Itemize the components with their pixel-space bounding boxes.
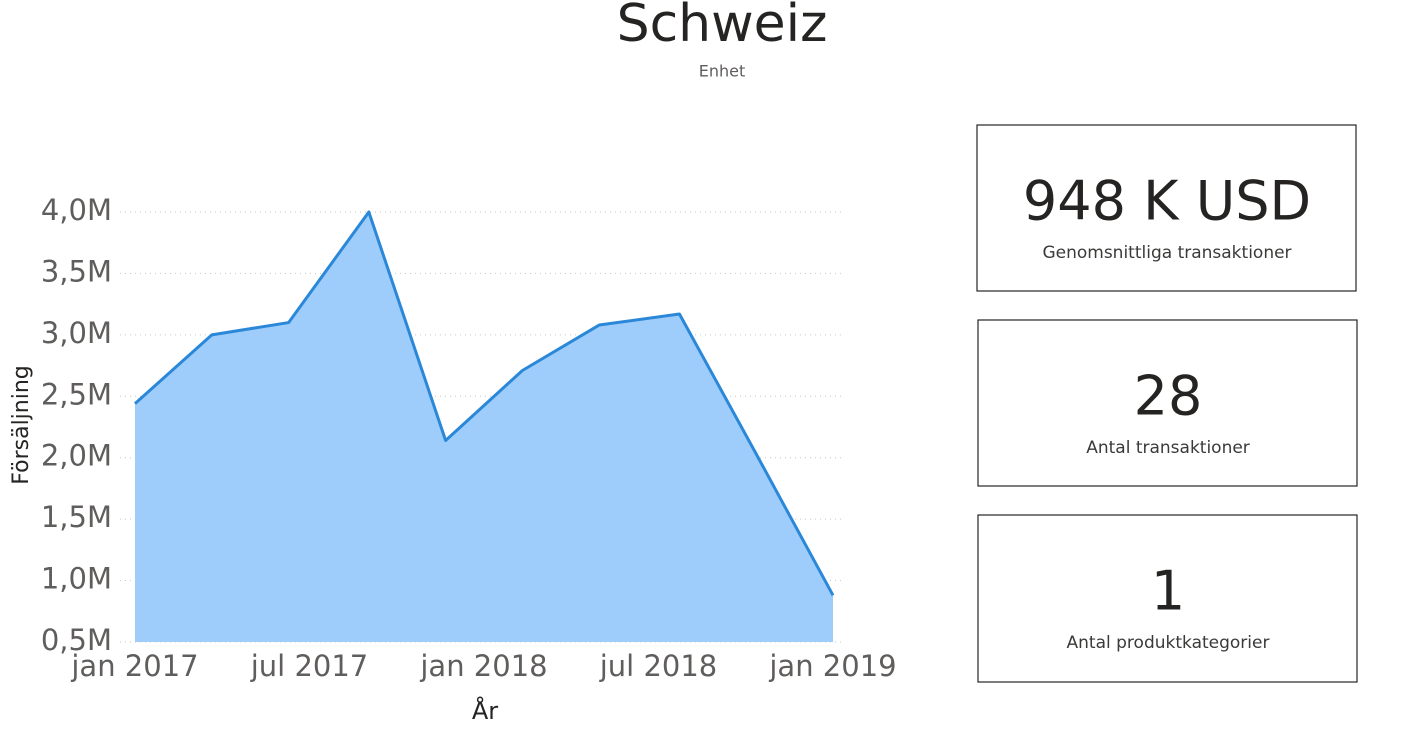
y-tick-label: 2,0M [41, 439, 112, 473]
card-box [977, 514, 1358, 683]
line [133, 210, 835, 597]
card-box [976, 124, 1357, 292]
page-title: Schweiz [617, 0, 828, 54]
page-subtitle: Enhet [699, 62, 746, 81]
x-tick-label: jul 2018 [599, 649, 718, 683]
y-tick-label: 3,0M [41, 316, 112, 350]
card-box [977, 319, 1358, 487]
y-axis-label: Försäljning [9, 365, 34, 485]
y-tick-label: 1,0M [41, 562, 112, 596]
x-tick-label: jan 2018 [419, 649, 547, 683]
x-axis-label: År [472, 696, 498, 725]
y-tick-label: 3,5M [41, 254, 112, 288]
x-tick-label: jan 2019 [768, 649, 896, 683]
area [135, 212, 833, 642]
card: 1 Antal produktkategorier [977, 514, 1358, 683]
y-tick-label: 4,0M [41, 193, 112, 227]
card-label: Genomsnittliga transaktioner [1042, 243, 1291, 263]
card-label: Antal transaktioner [1086, 438, 1250, 458]
card-value: 28 [1134, 365, 1203, 428]
card: 948 K USD Genomsnittliga transaktioner [976, 124, 1357, 292]
card-value: 948 K USD [1023, 170, 1311, 233]
card: 28 Antal transaktioner [977, 319, 1358, 487]
x-tick-label: jul 2017 [250, 649, 369, 683]
x-tick-label: jan 2017 [70, 649, 198, 683]
y-tick-label: 2,5M [41, 377, 112, 411]
card-label: Antal produktkategorier [1067, 633, 1270, 653]
y-tick-label: 1,5M [41, 500, 112, 534]
y-tick-label: 0,5M [41, 623, 112, 657]
card-value: 1 [1151, 560, 1185, 623]
